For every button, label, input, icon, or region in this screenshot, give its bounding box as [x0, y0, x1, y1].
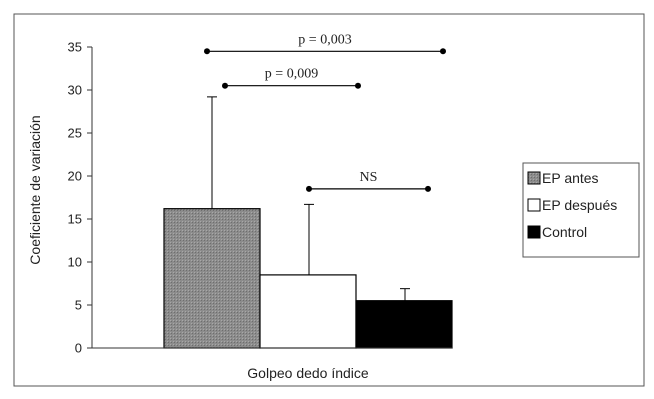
x-axis-title: Golpeo dedo índice: [247, 365, 369, 381]
bar: [163, 208, 261, 349]
significance-dot: [440, 48, 446, 55]
y-axis-title: Coeficiente de variación: [27, 115, 43, 264]
legend-label: Control: [542, 224, 587, 240]
significance-dot: [222, 82, 228, 89]
chart-frame: [13, 13, 645, 387]
legend-box: [522, 162, 640, 258]
legend-swatch: [527, 198, 541, 212]
y-tick-label: 15: [68, 212, 82, 227]
y-tick-label: 5: [75, 298, 82, 313]
legend-label: EP antes: [542, 170, 599, 186]
y-tick-label: 30: [68, 83, 82, 98]
significance-dot: [204, 48, 210, 55]
significance-dot: [306, 185, 312, 192]
significance-label: p = 0,003: [298, 32, 351, 47]
significance-label: p = 0,009: [265, 67, 318, 82]
legend-label: EP después: [542, 197, 617, 213]
bar: [259, 274, 357, 349]
y-tick-label: 20: [68, 169, 82, 184]
y-tick-label: 35: [68, 40, 82, 55]
significance-dot: [355, 82, 361, 89]
y-tick-label: 25: [68, 126, 82, 141]
bar: [355, 300, 453, 349]
y-tick-label: 0: [75, 341, 82, 356]
significance-dot: [425, 185, 431, 192]
legend-swatch: [527, 225, 541, 239]
legend-swatch: [527, 171, 541, 185]
y-tick-label: 10: [68, 255, 82, 270]
significance-label: NS: [360, 170, 378, 185]
